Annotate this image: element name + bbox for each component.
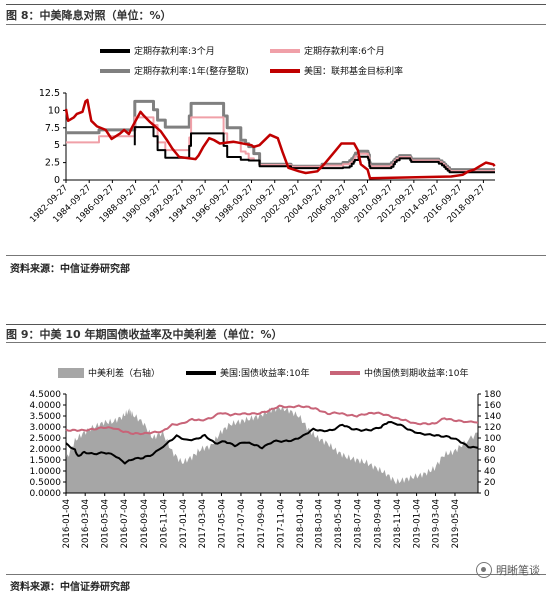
right-y-tick-label: 180 xyxy=(484,390,501,400)
x-tick-label: 2016-05-04 xyxy=(101,499,111,548)
x-tick-label: 2018-07-04 xyxy=(354,499,364,548)
x-tick-label: 2018-01-04 xyxy=(296,499,306,548)
right-y-tick-label: 60 xyxy=(484,456,496,466)
fig9-source: 资料来源：中信证券研究部 xyxy=(10,582,130,593)
x-tick-label: 2017-11-04 xyxy=(276,499,286,548)
left-y-tick-label: 4.5000 xyxy=(30,390,62,400)
legend-swatch xyxy=(186,370,216,375)
y-tick-label: 7.5 xyxy=(45,123,60,134)
fig8-chart: 02.557.51012.51982-09-271984-09-271986-0… xyxy=(28,88,496,225)
y-tick-label: 5 xyxy=(54,140,60,151)
fig8-bottom-rule xyxy=(6,255,546,256)
x-tick-label: 2016-03-04 xyxy=(81,499,91,548)
legend-label: 中债国债到期收益率:10年 xyxy=(364,369,469,379)
fig9-legend-item: 美国:国债收益率:10年 xyxy=(186,366,310,379)
fig8-title: 图 8：中美降息对照（单位：%） xyxy=(6,9,172,22)
right-y-tick-label: 20 xyxy=(484,478,496,488)
x-tick-label: 2018-05-04 xyxy=(334,499,344,548)
legend-label: 定期存款利率:6个月 xyxy=(304,47,385,57)
fig9-legend-item: 中美利差（右轴） xyxy=(58,366,160,379)
left-y-tick-label: 4.0000 xyxy=(30,401,62,411)
watermark: 明晰笔谈 xyxy=(476,562,540,578)
x-tick-label: 2016-09-04 xyxy=(140,499,150,548)
y-tick-label: 2.5 xyxy=(45,158,60,169)
right-y-tick-label: 120 xyxy=(484,423,501,433)
x-tick-label: 2018-03-04 xyxy=(315,499,325,548)
legend-label: 定期存款利率:3个月 xyxy=(134,47,215,57)
fig8-legend-item: 定期存款利率:1年(整存整取) xyxy=(100,64,249,77)
legend-label: 中美利差（右轴） xyxy=(88,369,161,379)
x-tick-label: 2018-09-04 xyxy=(374,499,384,548)
fig9-title-rule xyxy=(6,342,546,343)
y-tick-label: 12.5 xyxy=(39,88,60,99)
right-y-tick-label: 160 xyxy=(484,401,501,411)
legend-swatch xyxy=(270,68,300,73)
legend-swatch xyxy=(270,48,300,53)
left-y-tick-label: 0.5000 xyxy=(30,478,62,488)
left-y-tick-label: 1.5000 xyxy=(30,456,62,466)
fig9-title: 图 9：中美 10 年期国债收益率及中美利差（单位：%） xyxy=(6,328,283,341)
legend-label: 美国:国债收益率:10年 xyxy=(220,369,310,379)
x-tick-label: 2018-11-04 xyxy=(393,499,403,548)
fig9-legend-item: 中债国债到期收益率:10年 xyxy=(330,366,469,379)
legend-swatch xyxy=(100,48,130,53)
fig8-legend-item: 定期存款利率:6个月 xyxy=(270,44,385,57)
left-y-tick-label: 3.5000 xyxy=(30,412,62,422)
spread-area xyxy=(66,405,478,493)
fig9-top-rule xyxy=(6,324,546,325)
left-y-tick-label: 2.5000 xyxy=(30,434,62,444)
fig8-legend-item: 定期存款利率:3个月 xyxy=(100,44,215,57)
right-y-tick-label: 0 xyxy=(484,489,490,499)
fig8-title-rule xyxy=(6,24,546,25)
left-y-tick-label: 0.0000 xyxy=(30,489,62,499)
left-y-tick-label: 3.0000 xyxy=(30,423,62,433)
fig8-legend-item: 美国：联邦基金目标利率 xyxy=(270,64,403,77)
x-tick-label: 2017-09-04 xyxy=(257,499,267,548)
legend-swatch xyxy=(330,370,360,375)
right-y-tick-label: 40 xyxy=(484,467,496,477)
wechat-icon xyxy=(476,562,492,578)
series-line xyxy=(64,98,496,180)
series-line xyxy=(65,421,479,465)
x-tick-label: 2017-07-04 xyxy=(237,499,247,548)
right-y-tick-label: 80 xyxy=(484,445,496,455)
right-y-tick-label: 140 xyxy=(484,412,501,422)
x-tick-label: 2017-01-04 xyxy=(179,499,189,548)
x-tick-label: 2019-01-04 xyxy=(413,499,423,548)
series-line xyxy=(133,126,495,174)
fig9-bottom-rule xyxy=(6,574,546,575)
legend-label: 美国：联邦基金目标利率 xyxy=(304,67,404,77)
legend-swatch xyxy=(58,367,84,378)
legend-swatch xyxy=(100,68,130,73)
x-tick-label: 2019-03-04 xyxy=(431,499,441,548)
x-tick-label: 2016-07-04 xyxy=(120,499,130,548)
series-line xyxy=(65,404,479,436)
left-y-tick-label: 2.0000 xyxy=(30,445,62,455)
watermark-text: 明晰笔谈 xyxy=(496,564,540,577)
fig8-top-rule xyxy=(6,4,546,5)
x-tick-label: 2016-11-04 xyxy=(160,499,170,548)
x-tick-label: 2017-05-04 xyxy=(217,499,227,548)
x-tick-label: 2017-03-04 xyxy=(198,499,208,548)
right-y-tick-label: 100 xyxy=(484,434,501,444)
left-y-tick-label: 1.0000 xyxy=(30,467,62,477)
x-tick-label: 2016-01-04 xyxy=(62,499,72,548)
x-tick-label: 2019-05-04 xyxy=(451,499,461,548)
fig8-source: 资料来源：中信证券研究部 xyxy=(10,264,130,275)
y-tick-label: 0 xyxy=(54,175,60,186)
y-tick-label: 10 xyxy=(48,105,60,116)
legend-label: 定期存款利率:1年(整存整取) xyxy=(134,67,249,77)
